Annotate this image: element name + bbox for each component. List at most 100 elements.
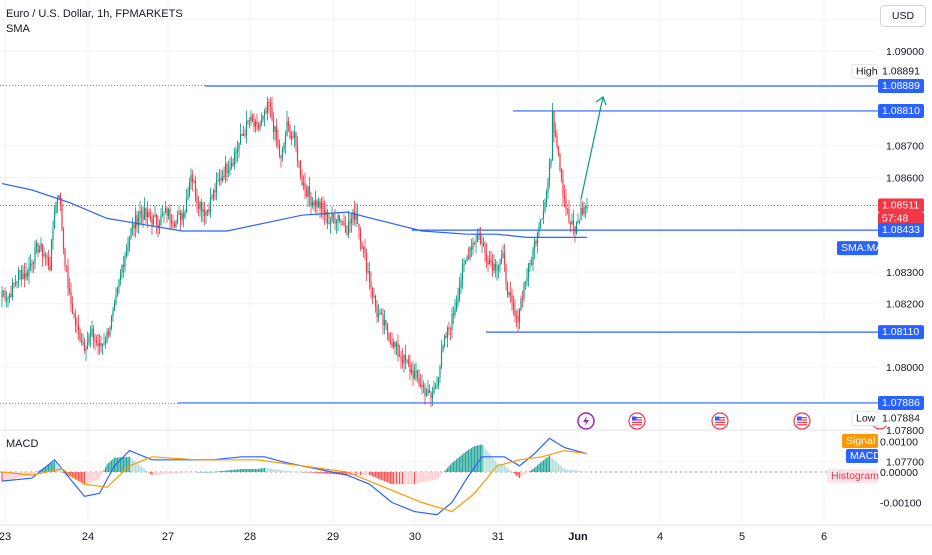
candle-body [407,360,410,364]
macd-tag: MACD [846,449,881,463]
histogram-bar [275,469,278,472]
candle-body [467,256,470,259]
histogram-bar [401,472,404,485]
candle-body [367,270,369,272]
candle-body [71,304,74,314]
histogram-bar [398,472,401,485]
currency-button[interactable]: USD [880,5,926,27]
candle-body [130,228,132,239]
candle-body [380,312,383,315]
candle-body [388,333,390,342]
indicator-legend-sma[interactable]: SMA [6,23,30,35]
histogram-bar [140,466,143,472]
histogram-bar [478,445,480,472]
histogram-bar [14,472,17,479]
candle-body [215,180,218,193]
support-tag-2-text: 1.08110 [882,326,919,338]
histogram-bar [455,459,458,472]
candle-body [313,202,315,207]
histogram-bar [32,472,35,475]
histogram-bar [488,453,491,472]
candle-body [112,309,114,317]
lightning-icon[interactable] [577,412,595,430]
candle-body [212,190,215,199]
histogram-bar [577,470,579,472]
candle-body [364,247,366,253]
candle-body [286,121,288,137]
projection-arrow[interactable] [580,96,607,200]
candle-body [542,210,545,219]
histogram-bar [316,472,318,474]
candle-body [409,363,411,373]
candle-body [109,328,111,336]
histogram-bar [356,472,359,476]
histogram-bar [79,472,81,482]
candle-body [436,385,438,387]
us-flag-icon[interactable] [711,412,729,430]
candle-body [92,328,95,341]
candle-body [485,253,488,262]
histogram-bar [239,469,242,472]
candle-body [362,247,365,249]
candle-body [400,356,402,359]
macd-axis[interactable]: 0.00100 0.00000 -0.00100 [880,437,922,510]
histogram-bar [118,457,120,472]
histogram-bar [280,470,282,472]
histogram-bar [167,472,170,474]
candle-body [412,369,414,379]
candle-body [68,288,71,292]
histogram-bar [514,472,516,475]
histogram-bar [283,470,285,472]
candle-body [239,134,242,144]
us-flag-icon[interactable] [628,412,646,430]
candle-body [44,254,47,256]
candle-body [194,181,197,198]
candle-body [218,178,221,181]
candle-body [397,343,399,356]
indicator-legend-macd[interactable]: MACD [6,438,39,450]
candle-body [158,224,161,229]
candle-body [40,243,42,250]
candle-body [508,292,510,295]
low-value-label: 1.07884 [878,411,924,426]
chart-title[interactable]: Euro / U.S. Dollar, 1h, FPMARKETS [6,8,183,20]
histogram-bar [65,472,68,475]
histogram-bar [278,469,281,472]
histogram-bar [5,472,8,481]
flag-stripe [797,421,807,423]
candle-body [439,366,441,378]
us-flag-icon[interactable] [793,412,811,430]
candle-body [196,197,198,205]
candle-body [452,313,455,315]
histogram-bar [187,472,189,473]
candle-body [368,270,371,282]
candle-body [299,161,302,177]
candle-body [184,212,186,218]
time-axis[interactable]: 23 24 27 28 29 30 31 Jun 4 5 6 [0,531,827,543]
histogram-bar [574,470,576,472]
histogram-bar [569,469,572,472]
histogram-bar [205,472,207,473]
candle-body [275,126,278,140]
histogram-bar [437,472,440,478]
support-tag-2-bg [878,325,924,340]
candle-body [568,209,570,223]
candle-body [113,303,116,310]
histogram-bar [256,468,258,472]
candle-body [487,261,489,265]
candle-body [415,370,417,373]
candle-body [416,370,419,379]
candle-body [166,208,168,216]
candle-body [269,102,272,108]
candle-body [298,160,300,162]
histogram-bar [268,468,270,472]
histogram-bar [509,470,512,472]
candle-body [77,325,80,330]
candle-body [386,324,389,334]
candle-body [310,196,312,207]
histogram-bar [388,472,390,483]
histogram-bar [487,451,489,472]
candle-body [442,345,444,351]
